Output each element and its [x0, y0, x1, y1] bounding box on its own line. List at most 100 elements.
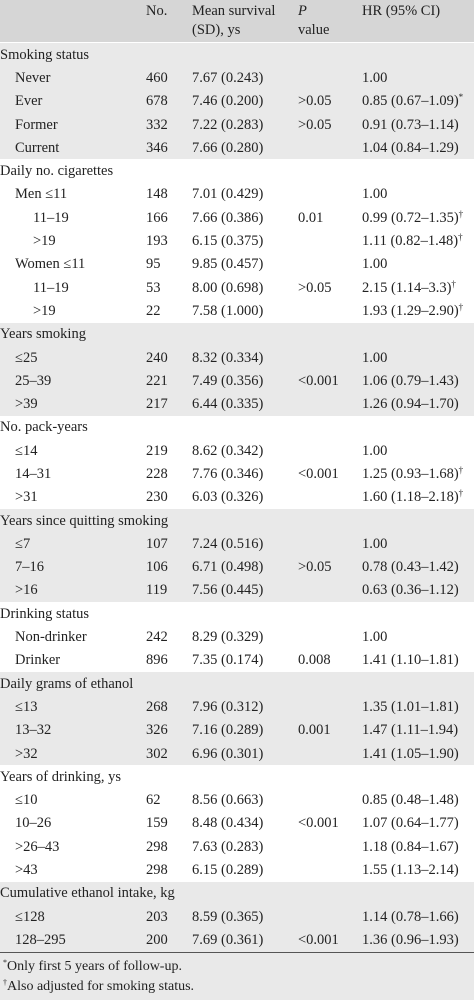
table-row: 7–16 106 6.71 (0.498) >0.05 0.78 (0.43–1.42): [0, 555, 474, 579]
cell-p-value: [298, 625, 362, 648]
cell-hr: 1.25 (0.93–1.68)†: [362, 462, 474, 485]
cell-no: 22: [146, 302, 161, 319]
footnote-1-mark: *: [3, 958, 7, 967]
cell-hr-value: 0.85 (0.48–1.48): [362, 792, 459, 809]
cell-hr-value: 1.00: [362, 629, 388, 646]
cell-mean-survival: 6.15 (0.289): [192, 862, 264, 879]
cell-hr-value: 0.99 (0.72–1.35): [362, 209, 459, 226]
cell-p-value: [298, 439, 362, 462]
table-row: 11–19 166 7.66 (0.386) 0.01 0.99 (0.72–1.35)…: [0, 206, 474, 229]
section-header-row: Years since quitting smoking: [0, 508, 474, 533]
footnote-marker: *: [458, 92, 464, 103]
cell-p-value: [298, 392, 362, 416]
table-row: ≤25 240 8.32 (0.334) 1.00: [0, 345, 474, 370]
cell-hr-value: 1.47 (1.11–1.94): [362, 722, 459, 739]
section-header-row: Years of drinking, ys: [0, 765, 474, 788]
row-label: 25–39: [0, 369, 146, 393]
cell-no: 326: [146, 718, 192, 742]
cell-mean-survival: 7.56 (0.445): [192, 578, 298, 603]
cell-hr: 1.47 (1.11–1.94): [362, 718, 474, 742]
cell-p-value: <0.001: [298, 815, 339, 832]
table-row: >39 217 6.44 (0.335) 1.26 (0.94–1.70): [0, 392, 474, 416]
cell-hr-value: 1.36 (0.96–1.93): [362, 931, 459, 948]
table-row: >19 22 7.58 (1.000) 1.93 (1.29–2.90)†: [0, 299, 474, 322]
cell-p-value: [298, 253, 362, 276]
cell-mean-survival: 8.56 (0.663): [192, 792, 264, 809]
cell-mean-survival: 7.76 (0.346): [192, 465, 264, 482]
cell-hr: 1.11 (0.82–1.48)†: [362, 229, 474, 252]
footnote-marker: †: [458, 464, 464, 475]
table-row: 13–32 326 7.16 (0.289) 0.001 1.47 (1.11–1.94…: [0, 718, 474, 742]
footnote-marker: †: [458, 208, 464, 219]
footnote-1: *Only first 5 years of follow-up.: [3, 958, 182, 976]
cell-mean-survival: 7.24 (0.516): [192, 532, 298, 556]
table-row: Ever 678 7.46 (0.200) >0.05 0.85 (0.67–1.09)…: [0, 89, 474, 113]
footnote-marker: †: [451, 278, 456, 289]
row-label: >32: [0, 741, 146, 766]
cell-hr-value: 0.91 (0.73–1.14): [362, 116, 459, 133]
cell-p-value: [298, 136, 362, 160]
row-label: 14–31: [15, 465, 52, 482]
table-row: Non-drinker 242 8.29 (0.329) 1.00: [0, 625, 474, 648]
table-row: ≤13 268 7.96 (0.312) 1.35 (1.01–1.81): [0, 695, 474, 719]
footnote-marker: †: [458, 232, 463, 243]
cell-hr-value: 1.55 (1.13–2.14): [362, 862, 459, 879]
row-label: Non-drinker: [15, 629, 87, 646]
cell-hr-value: 2.15 (1.14–3.3): [362, 279, 452, 296]
cell-hr: 1.18 (0.84–1.67): [362, 835, 474, 858]
table-row: 128–295 200 7.69 (0.361) <0.001 1.36 (0.96–1…: [0, 928, 474, 952]
row-label: >26–43: [15, 838, 60, 855]
table-row: 11–19 53 8.00 (0.698) >0.05 2.15 (1.14–3.3)†: [0, 276, 474, 299]
cell-hr-value: 0.85 (0.67–1.09): [362, 93, 459, 110]
cell-no: 148: [146, 186, 168, 203]
row-label: ≤14: [15, 442, 38, 459]
cell-hr: 0.99 (0.72–1.35)†: [362, 206, 474, 229]
cell-p-value: [298, 66, 362, 90]
cell-p-value: [298, 904, 362, 929]
section-label: Drinking status: [0, 605, 90, 622]
cell-mean-survival: 7.67 (0.243): [192, 66, 298, 90]
cell-p-value: [298, 578, 362, 603]
table-row: Never 460 7.67 (0.243) 1.00: [0, 66, 474, 90]
cell-hr: 1.00: [362, 625, 474, 648]
cell-mean-survival: 6.03 (0.326): [192, 489, 264, 506]
cell-hr: 0.63 (0.36–1.12): [362, 578, 474, 603]
table-row: Current 346 7.66 (0.280) 1.04 (0.84–1.29): [0, 136, 474, 160]
row-label: Former: [0, 112, 146, 137]
footnote-2-text: Also adjusted for smoking status.: [7, 979, 195, 994]
table-row: Men ≤11 148 7.01 (0.429) 1.00: [0, 183, 474, 206]
section-label: Daily no. cigarettes: [0, 163, 114, 180]
cell-hr-value: 1.00: [362, 349, 388, 366]
cell-no: 62: [146, 792, 161, 809]
cell-hr: 1.00: [362, 345, 474, 370]
table-row: >26–43 298 7.63 (0.283) 1.18 (0.84–1.67): [0, 835, 474, 858]
cell-hr: 1.07 (0.64–1.77): [362, 812, 474, 835]
section-header-row: No. pack-years: [0, 416, 474, 439]
cell-hr: 1.04 (0.84–1.29): [362, 136, 474, 160]
section-header-row: Cumulative ethanol intake, kg: [0, 881, 474, 905]
table-row: Former 332 7.22 (0.283) >0.05 0.91 (0.73–1.1…: [0, 112, 474, 137]
cell-no: 219: [146, 442, 168, 459]
row-label: 13–32: [0, 718, 146, 742]
cell-no: 200: [146, 928, 192, 952]
cell-hr: 1.00: [362, 183, 474, 206]
cell-no: 159: [146, 815, 168, 832]
row-label: >39: [0, 392, 146, 416]
section-header-row: Daily no. cigarettes: [0, 159, 474, 182]
cell-p-value: [298, 345, 362, 370]
footnote-marker: †: [458, 301, 464, 312]
header-mean-survival-line2: (SD), ys: [192, 22, 241, 38]
cell-no: 228: [146, 465, 168, 482]
cell-p-value: 0.001: [298, 718, 362, 742]
cell-p-value: [298, 532, 362, 556]
cell-hr: 1.14 (0.78–1.66): [362, 904, 474, 929]
header-p-line2: value: [298, 22, 330, 38]
cell-no: 302: [146, 741, 192, 766]
cell-hr: 1.06 (0.79–1.43): [362, 369, 474, 393]
table-row: 10–26 159 8.48 (0.434) <0.001 1.07 (0.64–1.7…: [0, 812, 474, 835]
cell-no: 242: [146, 629, 168, 646]
cell-p-value: <0.001: [298, 369, 362, 393]
cell-no: 166: [146, 209, 168, 226]
cell-no: 678: [146, 89, 192, 113]
table-body: Smoking status Never 460 7.67 (0.243) 1.00 Ev…: [0, 43, 474, 999]
